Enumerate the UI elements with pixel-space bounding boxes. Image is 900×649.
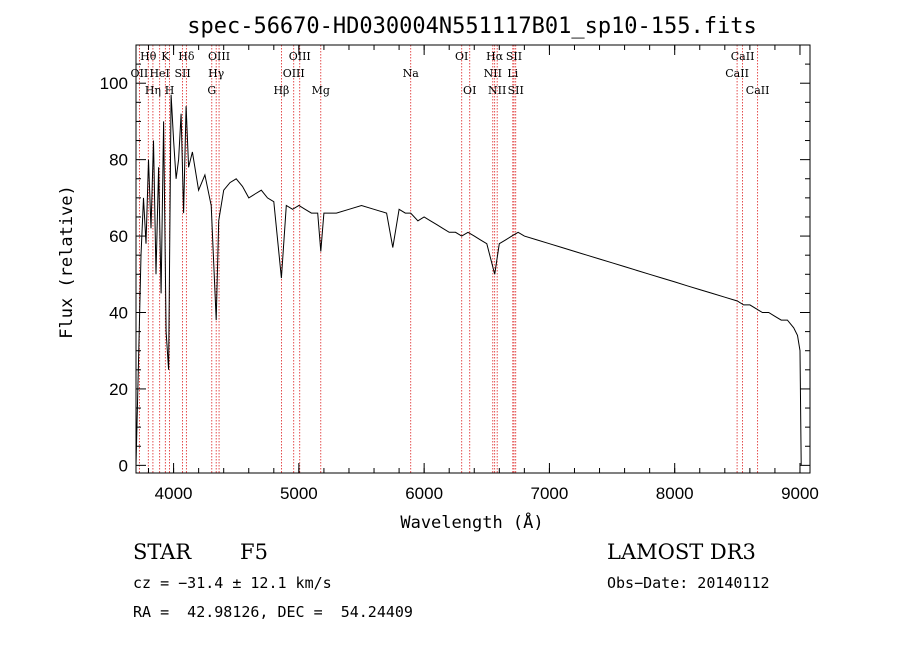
spectral-line-label: K	[161, 50, 170, 63]
spectral-line-label: CaII	[746, 84, 770, 97]
spectral-line-label: SII	[506, 50, 522, 63]
object-class: STAR	[133, 540, 192, 564]
y-axis-label: Flux (relative)	[57, 185, 77, 339]
x-tick-label: 5000	[280, 484, 318, 503]
plot-frame	[135, 44, 811, 474]
spectral-line-label: OIII	[289, 50, 311, 63]
spectral-line-label: SII	[174, 67, 190, 80]
spectral-line-label: Hβ	[273, 84, 289, 97]
spectral-line-label: Hα	[486, 50, 504, 63]
y-tick-label: 40	[109, 304, 128, 323]
spectral-line-label: NII	[484, 67, 502, 80]
axis-ticks: 4000 5000 6000 7000 8000 9000 0 20 40 60 80 100	[100, 44, 819, 503]
spectral-line-label: Mg	[312, 84, 330, 97]
spectral-line-label: Na	[403, 67, 420, 80]
spectral-line-label: Hδ	[178, 50, 195, 63]
object-subclass: F5	[240, 540, 268, 564]
spectral-line-label: Li	[507, 67, 518, 80]
spectral-line-label: CaII	[725, 67, 749, 80]
x-tick-label: 6000	[405, 484, 443, 503]
x-tick-label: 9000	[781, 484, 819, 503]
flux-series-line	[135, 94, 802, 466]
spectral-line-labels: OII Hθ Hη HeI K H SII Hδ OIII Hγ G Hβ OIII OIII Mg Na OI…	[131, 50, 770, 97]
x-axis-label: Wavelength (Å)	[400, 511, 543, 533]
spectral-line-label: OIII	[283, 67, 305, 80]
chart-title: spec-56670-HD030004N551117B01_sp10-155.f…	[187, 14, 757, 39]
y-tick-label: 20	[109, 380, 128, 399]
y-tick-label: 80	[109, 151, 128, 170]
survey-name: LAMOST DR3	[607, 540, 756, 564]
spectral-line-label: HeI	[149, 67, 169, 80]
y-tick-label: 100	[100, 74, 128, 93]
x-tick-label: 8000	[656, 484, 694, 503]
y-tick-label: 0	[119, 456, 128, 475]
spectral-line-label: OII	[131, 67, 149, 80]
redshift-velocity: cz = −31.4 ± 12.1 km/s	[133, 574, 332, 592]
spectral-line-label: OI	[463, 84, 476, 97]
spectral-line-label: CaII	[731, 50, 755, 63]
spectral-line-label: OIII	[208, 50, 230, 63]
spectral-line-label: Hη	[145, 84, 161, 97]
observation-date: Obs−Date: 20140112	[607, 574, 770, 592]
spectral-line-label: Hθ	[140, 50, 157, 63]
spectral-line-label: G	[207, 84, 216, 97]
spectral-line-label: Hγ	[208, 67, 225, 80]
x-tick-label: 4000	[155, 484, 193, 503]
spectral-line-label: H	[165, 84, 175, 97]
spectral-line-label: SII	[508, 84, 524, 97]
x-tick-label: 7000	[531, 484, 569, 503]
spectral-line-label: NII	[488, 84, 506, 97]
y-tick-label: 60	[109, 227, 128, 246]
spectral-line-label: OI	[455, 50, 468, 63]
coordinates: RA = 42.98126, DEC = 54.24409	[133, 603, 413, 621]
spectral-line-markers	[138, 45, 759, 473]
